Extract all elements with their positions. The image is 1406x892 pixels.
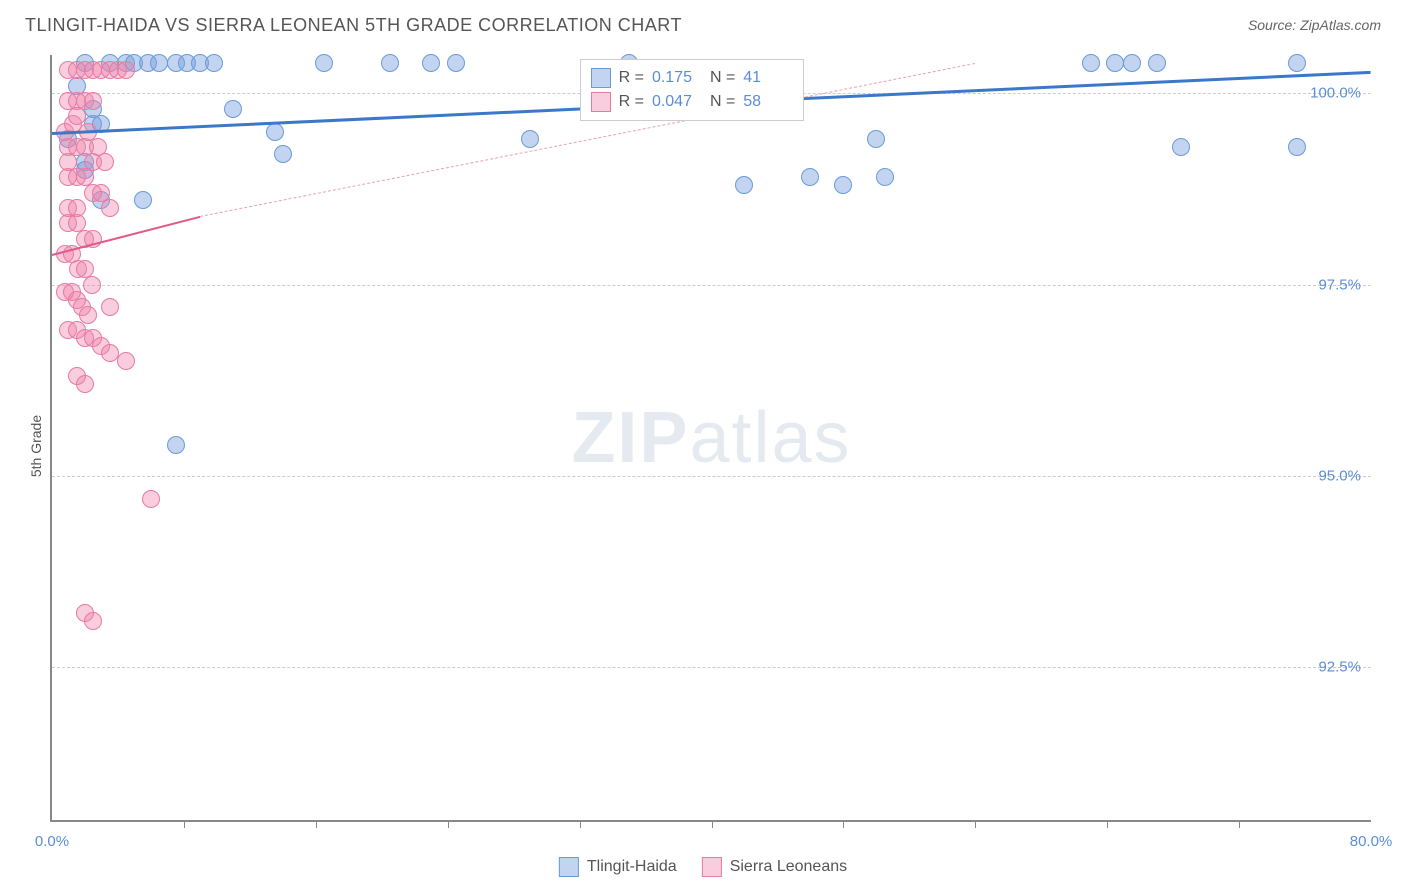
scatter-point [1288, 54, 1306, 72]
y-tick-label: 95.0% [1318, 467, 1361, 484]
gridline [52, 285, 1371, 286]
scatter-point [274, 145, 292, 163]
scatter-point [266, 123, 284, 141]
scatter-point [521, 130, 539, 148]
scatter-point [84, 612, 102, 630]
stats-n-value: 41 [743, 69, 793, 87]
watermark-bold: ZIP [571, 398, 689, 478]
scatter-point [1288, 138, 1306, 156]
scatter-point [96, 153, 114, 171]
scatter-point [801, 168, 819, 186]
y-tick-label: 100.0% [1310, 85, 1361, 102]
chart-title: TLINGIT-HAIDA VS SIERRA LEONEAN 5TH GRAD… [25, 15, 682, 36]
gridline [52, 667, 1371, 668]
x-tick [1107, 820, 1108, 828]
legend-label-2: Sierra Leoneans [730, 858, 847, 876]
scatter-point [68, 199, 86, 217]
x-tick-label: 0.0% [35, 833, 69, 850]
stats-n-value: 58 [743, 93, 793, 111]
x-tick-label: 80.0% [1350, 833, 1393, 850]
scatter-point [117, 352, 135, 370]
stats-r-value: 0.047 [652, 93, 702, 111]
scatter-point [876, 168, 894, 186]
legend-swatch-1 [559, 857, 579, 877]
x-tick [184, 820, 185, 828]
scatter-point [205, 54, 223, 72]
scatter-point [1082, 54, 1100, 72]
legend-item-1: Tlingit-Haida [559, 857, 677, 877]
stats-n-label: N = [710, 69, 735, 87]
legend-label-1: Tlingit-Haida [587, 858, 677, 876]
scatter-point [79, 306, 97, 324]
x-tick [712, 820, 713, 828]
scatter-point [834, 176, 852, 194]
x-tick [580, 820, 581, 828]
stats-r-label: R = [619, 69, 644, 87]
stats-box: R = 0.175 N = 41 R = 0.047 N = 58 [580, 59, 805, 121]
x-tick [975, 820, 976, 828]
scatter-point [83, 276, 101, 294]
scatter-point [167, 436, 185, 454]
scatter-point [59, 153, 77, 171]
legend-item-2: Sierra Leoneans [702, 857, 847, 877]
x-tick [1239, 820, 1240, 828]
x-tick [448, 820, 449, 828]
watermark-light: atlas [689, 398, 851, 478]
scatter-point [1106, 54, 1124, 72]
watermark: ZIPatlas [571, 397, 851, 479]
y-axis-label: 5th Grade [28, 415, 44, 477]
scatter-point [101, 298, 119, 316]
scatter-point [76, 375, 94, 393]
x-tick [316, 820, 317, 828]
chart-source: Source: ZipAtlas.com [1248, 17, 1381, 33]
gridline [52, 476, 1371, 477]
stats-row: R = 0.047 N = 58 [591, 90, 794, 114]
scatter-point [134, 191, 152, 209]
scatter-point [68, 107, 86, 125]
scatter-point [1123, 54, 1141, 72]
scatter-point [447, 54, 465, 72]
stats-r-label: R = [619, 93, 644, 111]
legend-swatch-2 [702, 857, 722, 877]
scatter-point [224, 100, 242, 118]
chart-legend: Tlingit-Haida Sierra Leoneans [559, 857, 847, 877]
scatter-plot-area: ZIPatlas 92.5%95.0%97.5%100.0%0.0%80.0%R… [50, 55, 1371, 822]
scatter-point [150, 54, 168, 72]
stats-row: R = 0.175 N = 41 [591, 66, 794, 90]
scatter-point [101, 199, 119, 217]
scatter-point [1172, 138, 1190, 156]
scatter-point [867, 130, 885, 148]
scatter-point [315, 54, 333, 72]
scatter-point [381, 54, 399, 72]
scatter-point [142, 490, 160, 508]
y-tick-label: 92.5% [1318, 659, 1361, 676]
stats-swatch [591, 92, 611, 112]
scatter-point [422, 54, 440, 72]
stats-swatch [591, 68, 611, 88]
x-tick [843, 820, 844, 828]
stats-n-label: N = [710, 93, 735, 111]
scatter-point [735, 176, 753, 194]
scatter-point [101, 344, 119, 362]
stats-r-value: 0.175 [652, 69, 702, 87]
scatter-point [84, 92, 102, 110]
scatter-point [1148, 54, 1166, 72]
chart-header: TLINGIT-HAIDA VS SIERRA LEONEAN 5TH GRAD… [25, 10, 1381, 40]
scatter-point [117, 61, 135, 79]
y-tick-label: 97.5% [1318, 276, 1361, 293]
